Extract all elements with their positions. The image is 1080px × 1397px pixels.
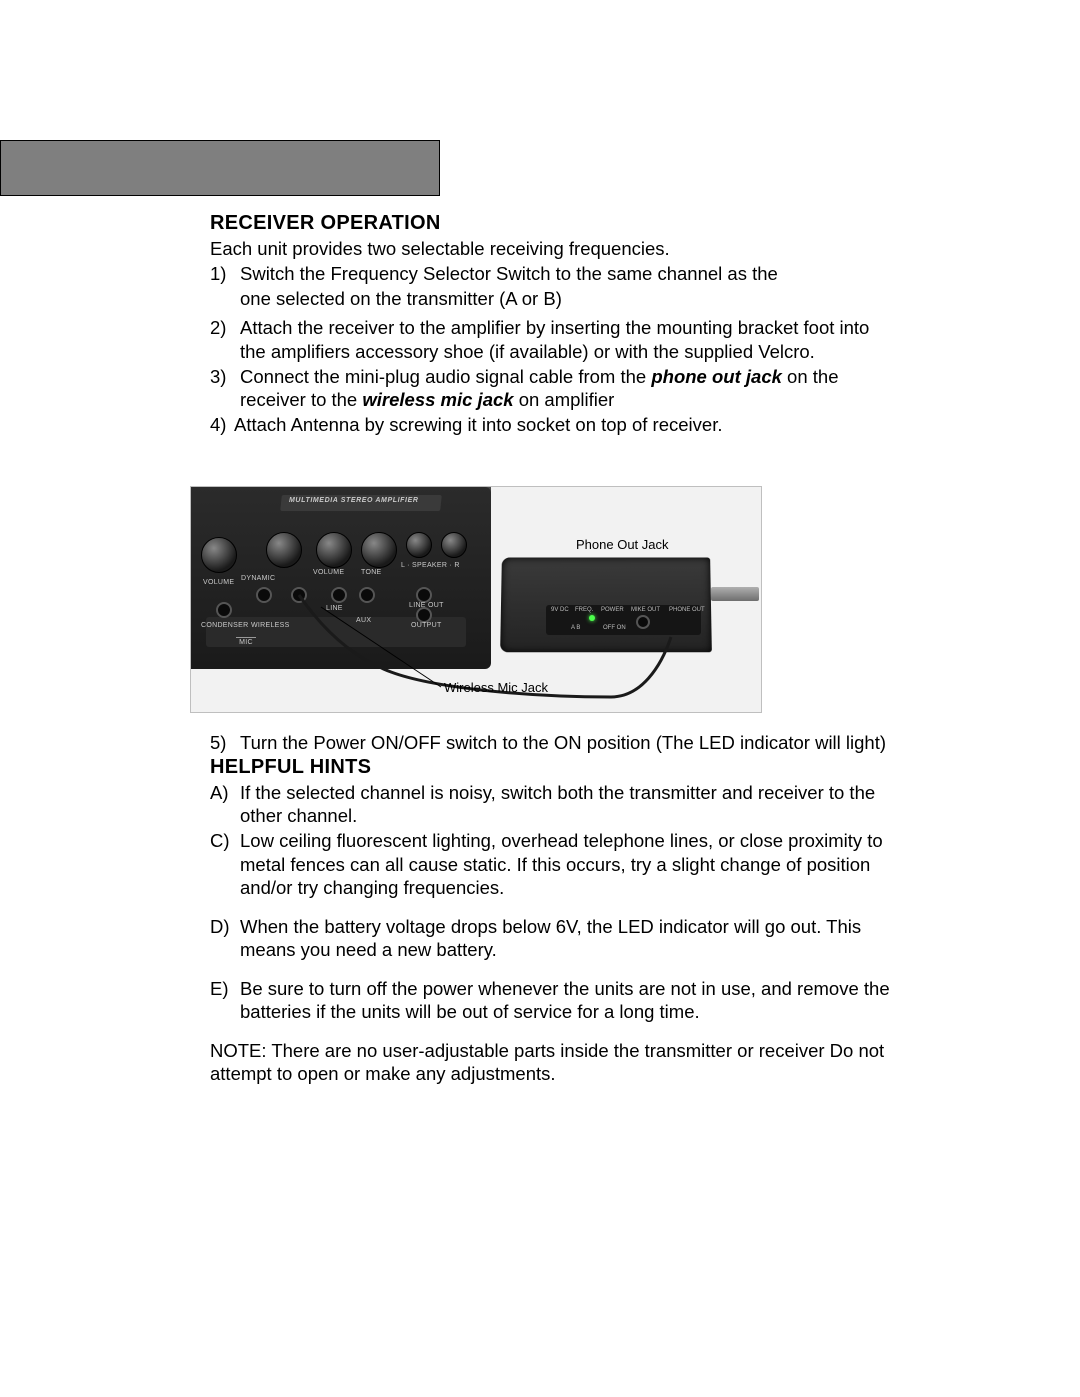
label-tone: TONE xyxy=(361,569,382,576)
hint-letter: D) xyxy=(210,915,232,961)
step-5: 5) Turn the Power ON/OFF switch to the O… xyxy=(210,731,890,754)
label-volume-2: VOLUME xyxy=(313,569,344,576)
rx-label-freq: FREQ. xyxy=(575,607,593,613)
label-aux: AUX xyxy=(356,617,371,624)
port-aux xyxy=(359,587,375,603)
step-1-line2: one selected on the transmitter (A or B) xyxy=(240,287,890,310)
step-1-cont: one selected on the transmitter (A or B) xyxy=(210,287,890,310)
callout-phone-out: Phone Out Jack xyxy=(576,537,669,552)
label-dynamic: DYNAMIC xyxy=(241,575,275,582)
rx-label-ab: A B xyxy=(571,625,580,631)
rx-label-offon: OFF ON xyxy=(603,625,626,631)
receiver-intro: Each unit provides two selectable receiv… xyxy=(210,237,890,260)
label-line: LINE xyxy=(326,605,343,612)
page: RECEIVER OPERATION Each unit provides tw… xyxy=(0,0,1080,1397)
hint-text: If the selected channel is noisy, switch… xyxy=(240,781,890,827)
step-text: Attach Antenna by screwing it into socke… xyxy=(234,413,890,436)
hint-letter: E) xyxy=(210,977,232,1023)
step-2: 2) Attach the receiver to the amplifier … xyxy=(210,316,890,362)
label-lineout: LINE OUT xyxy=(409,602,444,609)
hint-text: When the battery voltage drops below 6V,… xyxy=(240,915,890,961)
receiver-power-led xyxy=(589,615,595,621)
receiver-phone-out-port xyxy=(636,615,650,629)
port-output xyxy=(416,607,432,623)
knob-volume-2 xyxy=(316,532,352,568)
step-number: 2) xyxy=(210,316,232,362)
step-text: Switch the Frequency Selector Switch to … xyxy=(240,262,890,285)
receiver-steps: 1) Switch the Frequency Selector Switch … xyxy=(210,262,890,436)
hint-text: Low ceiling fluorescent lighting, overhe… xyxy=(240,829,890,898)
knob-speaker-l xyxy=(406,532,432,558)
hint-text: Be sure to turn off the power whenever t… xyxy=(240,977,890,1023)
knob-speaker-r xyxy=(441,532,467,558)
port-line xyxy=(331,587,347,603)
knob-tone xyxy=(361,532,397,568)
rx-label-dc: 9V DC xyxy=(551,607,569,613)
amplifier-title: MULTIMEDIA STEREO AMPLIFIER xyxy=(289,497,419,504)
wireless-mic-jack-term: wireless mic jack xyxy=(362,389,513,410)
hint-letter: C) xyxy=(210,829,232,898)
receiver-antenna xyxy=(711,587,759,601)
hint-a: A) If the selected channel is noisy, swi… xyxy=(210,781,890,827)
rx-label-power: POWER xyxy=(601,607,624,613)
step-text: Turn the Power ON/OFF switch to the ON p… xyxy=(240,731,890,754)
port-wireless xyxy=(291,587,307,603)
receiver-step-5: 5) Turn the Power ON/OFF switch to the O… xyxy=(210,731,890,754)
step-text: Attach the receiver to the amplifier by … xyxy=(240,316,890,362)
knob-volume xyxy=(201,537,237,573)
step-number: 1) xyxy=(210,262,232,285)
port-dynamic xyxy=(256,587,272,603)
hint-d: D) When the battery voltage drops below … xyxy=(210,915,890,961)
step-1: 1) Switch the Frequency Selector Switch … xyxy=(210,262,890,285)
helpful-hints-heading: HELPFUL HINTS xyxy=(210,756,890,779)
label-wireless: WIRELESS xyxy=(251,622,290,629)
step-number: 3) xyxy=(210,365,232,411)
step-3-post: on amplifier xyxy=(514,389,615,410)
label-volume: VOLUME xyxy=(203,579,234,586)
note-text: NOTE: There are no user-adjustable parts… xyxy=(210,1039,890,1085)
step-3: 3) Connect the mini-plug audio signal ca… xyxy=(210,365,890,411)
hint-c: C) Low ceiling fluorescent lighting, ove… xyxy=(210,829,890,898)
hint-letter: A) xyxy=(210,781,232,827)
hint-e: E) Be sure to turn off the power wheneve… xyxy=(210,977,890,1023)
receiver-operation-heading: RECEIVER OPERATION xyxy=(210,212,890,235)
step-text: Connect the mini-plug audio signal cable… xyxy=(240,365,890,411)
step-3-pre: Connect the mini-plug audio signal cable… xyxy=(240,366,651,387)
label-speaker: L · SPEAKER · R xyxy=(401,562,460,569)
receiver-amplifier-figure: MULTIMEDIA STEREO AMPLIFIER VOLUME DYNAM… xyxy=(190,486,762,713)
port-condenser xyxy=(216,602,232,618)
label-output: OUTPUT xyxy=(411,622,442,629)
callout-wireless-mic: Wireless Mic Jack xyxy=(444,680,548,695)
label-mic: MIC xyxy=(236,637,256,646)
label-condenser: CONDENSER xyxy=(201,622,248,629)
step-4: 4) Attach Antenna by screwing it into so… xyxy=(210,413,890,436)
rx-label-mikeout: MIKE OUT xyxy=(631,607,660,613)
rx-label-phoneout: PHONE OUT xyxy=(669,607,705,613)
header-bar xyxy=(0,140,440,196)
step-number: 5) xyxy=(210,731,232,754)
content-column: RECEIVER OPERATION Each unit provides tw… xyxy=(210,212,890,1086)
port-lineout xyxy=(416,587,432,603)
hints-list: A) If the selected channel is noisy, swi… xyxy=(210,781,890,1023)
step-1-line1: Switch the Frequency Selector Switch to … xyxy=(240,263,778,284)
step-number: 4) xyxy=(210,413,232,436)
knob-2 xyxy=(266,532,302,568)
phone-out-jack-term: phone out jack xyxy=(651,366,782,387)
